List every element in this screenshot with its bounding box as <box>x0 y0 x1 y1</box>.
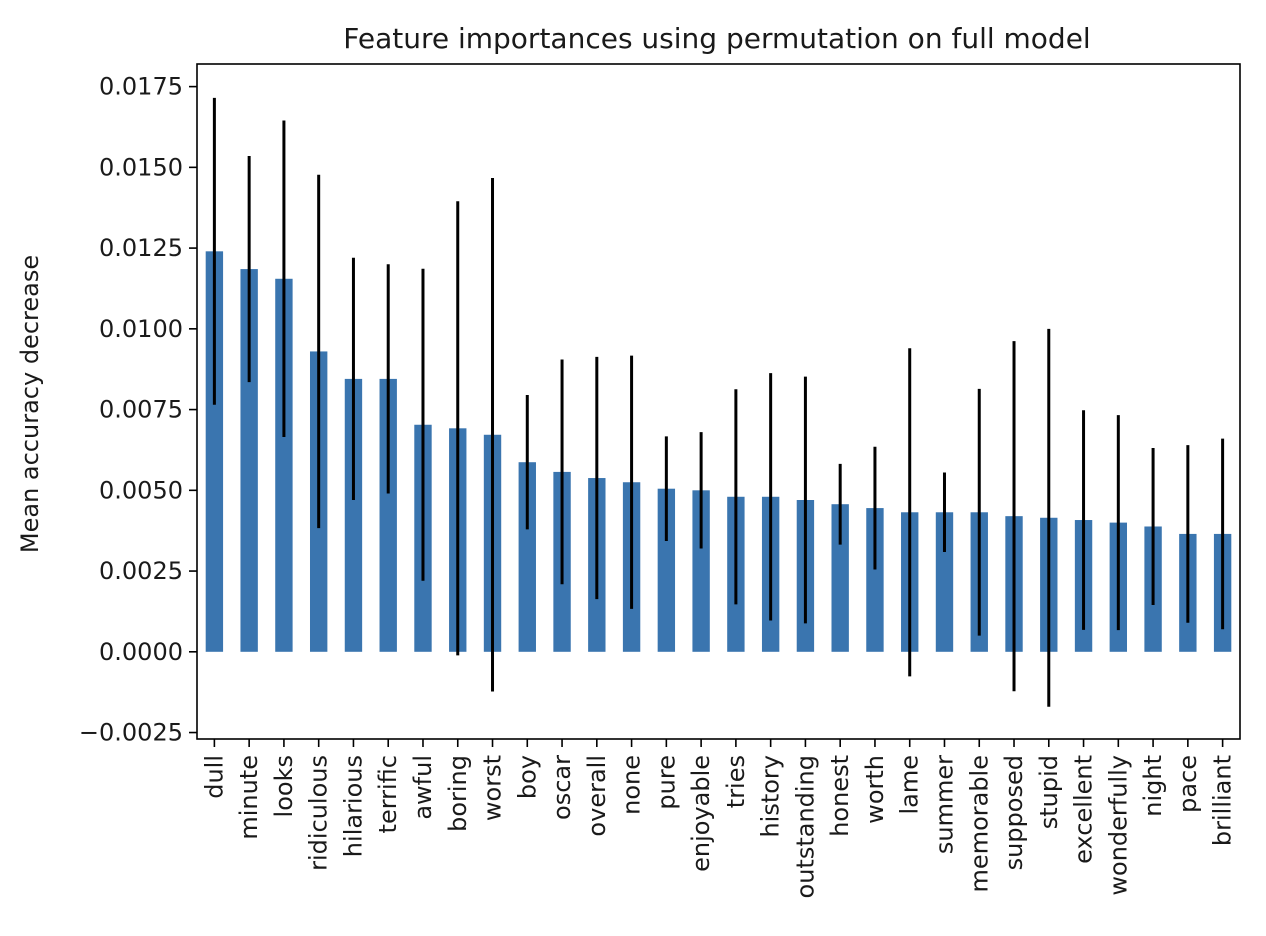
x-tick-label: outstanding <box>791 755 819 898</box>
bar-honest <box>831 504 849 652</box>
x-tick-label: history <box>757 755 785 838</box>
x-tick-label: none <box>618 755 646 815</box>
x-tick-label: wonderfully <box>1104 755 1132 896</box>
y-axis: −0.0025 0.0000 0.0025 0.0050 0.0075 0.0100 0.0… <box>79 73 197 747</box>
x-tick-label: pace <box>1174 755 1202 813</box>
x-tick-label: honest <box>826 755 854 837</box>
x-tick-label: brilliant <box>1209 755 1237 846</box>
chart-title: Feature importances using permutation on… <box>343 22 1090 55</box>
x-axis: dull minute looks ridiculous hilarious terrif… <box>200 739 1237 898</box>
y-tick-label: 0.0100 <box>99 315 183 343</box>
x-tick-label: lame <box>896 755 924 815</box>
bar-looks <box>275 278 293 652</box>
bars-layer <box>205 251 1232 652</box>
x-tick-label: worst <box>479 755 507 821</box>
y-tick-label: 0.0125 <box>99 234 183 262</box>
bar-enjoyable <box>692 490 710 652</box>
x-tick-label: excellent <box>1070 755 1098 864</box>
y-tick-label: 0.0175 <box>99 73 183 101</box>
x-tick-label: awful <box>409 755 437 820</box>
x-tick-label: worth <box>861 755 889 824</box>
x-tick-label: pure <box>652 755 680 810</box>
y-tick-label: −0.0025 <box>79 719 183 747</box>
x-tick-label: hilarious <box>339 755 367 857</box>
x-tick-label: boring <box>444 755 472 832</box>
y-axis-label: Mean accuracy decrease <box>16 255 44 553</box>
x-tick-label: terrific <box>374 755 402 833</box>
x-tick-label: night <box>1139 755 1167 817</box>
y-tick-label: 0.0150 <box>99 153 183 181</box>
x-tick-label: oscar <box>548 755 576 820</box>
bar-summer <box>935 512 954 652</box>
x-tick-label: summer <box>930 755 958 854</box>
y-tick-label: 0.0075 <box>99 396 183 424</box>
x-tick-label: enjoyable <box>687 755 715 872</box>
x-tick-label: supposed <box>1000 755 1028 870</box>
plot-frame <box>196 63 1241 740</box>
x-tick-label: memorable <box>965 755 993 892</box>
x-tick-label: overall <box>583 755 611 837</box>
bar-boy <box>518 462 536 652</box>
errorbars-layer <box>212 97 1225 707</box>
bar-dull <box>205 251 224 652</box>
x-tick-label: tries <box>722 755 750 808</box>
x-tick-label: boy <box>513 755 541 799</box>
bar-terrific <box>379 378 397 652</box>
bar-minute <box>240 269 258 652</box>
bar-hilarious <box>344 378 363 652</box>
x-tick-label: ridiculous <box>305 755 333 871</box>
x-tick-label: dull <box>200 755 228 799</box>
y-tick-label: 0.0000 <box>99 638 183 666</box>
y-tick-label: 0.0050 <box>99 476 183 504</box>
bar-pure <box>657 488 676 652</box>
x-tick-label: minute <box>235 755 263 840</box>
x-tick-label: stupid <box>1035 755 1063 829</box>
y-tick-label: 0.0025 <box>99 557 183 585</box>
x-tick-label: looks <box>270 755 298 817</box>
bar-worth <box>866 508 884 652</box>
